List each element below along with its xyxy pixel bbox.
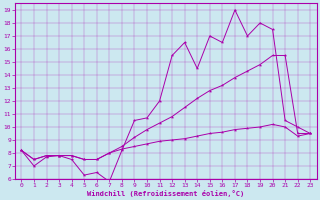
X-axis label: Windchill (Refroidissement éolien,°C): Windchill (Refroidissement éolien,°C) [87,190,244,197]
